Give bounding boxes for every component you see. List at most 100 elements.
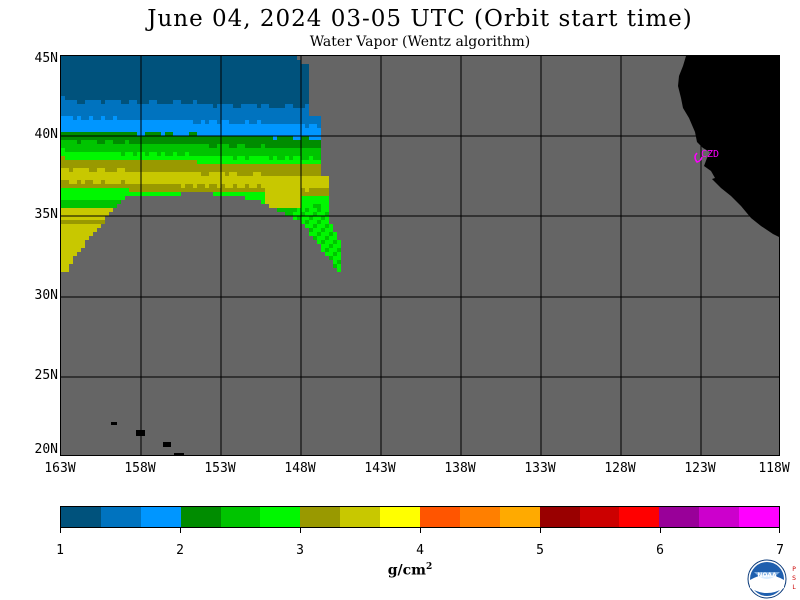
swath-cell <box>101 220 105 224</box>
swath-cell <box>261 164 265 168</box>
swath-cell <box>101 204 105 208</box>
swath-cell <box>281 100 285 104</box>
swath-cell <box>229 156 233 160</box>
swath-cell <box>177 172 181 176</box>
swath-cell <box>133 100 137 104</box>
swath-cell <box>237 120 241 124</box>
swath-cell <box>197 152 201 156</box>
swath-cell <box>217 76 221 80</box>
swath-cell <box>281 92 285 96</box>
swath-cell <box>61 144 65 148</box>
swath-cell <box>333 260 337 264</box>
swath-cell <box>285 108 289 112</box>
swath-cell <box>181 144 185 148</box>
swath-cell <box>241 64 245 68</box>
psl-letter-p: P <box>792 566 796 573</box>
swath-cell <box>301 96 305 100</box>
swath-cell <box>305 84 309 88</box>
swath-cell <box>61 108 65 112</box>
swath-cell <box>245 64 249 68</box>
swath-cell <box>157 164 161 168</box>
swath-cell <box>261 188 265 192</box>
swath-cell <box>205 92 209 96</box>
swath-cell <box>225 156 229 160</box>
swath-cell <box>277 196 281 200</box>
swath-cell <box>229 108 233 112</box>
swath-cell <box>221 144 225 148</box>
swath-cell <box>229 68 233 72</box>
swath-cell <box>261 92 265 96</box>
swath-cell <box>65 188 69 192</box>
swath-cell <box>293 216 297 220</box>
swath-cell <box>61 256 65 260</box>
swath-cell <box>329 236 333 240</box>
swath-cell <box>65 184 69 188</box>
swath-cell <box>233 148 237 152</box>
swath-cell <box>105 152 109 156</box>
swath-cell <box>177 80 181 84</box>
swath-cell <box>69 104 73 108</box>
swath-cell <box>289 152 293 156</box>
swath-cell <box>313 196 317 200</box>
swath-cell <box>277 180 281 184</box>
swath-cell <box>61 208 65 212</box>
swath-cell <box>241 100 245 104</box>
swath-cell <box>113 104 117 108</box>
swath-cell <box>253 136 257 140</box>
swath-cell <box>113 96 117 100</box>
swath-cell <box>109 104 113 108</box>
swath-cell <box>209 128 213 132</box>
swath-cell <box>73 196 77 200</box>
swath-cell <box>113 172 117 176</box>
swath-cell <box>109 76 113 80</box>
swath-cell <box>245 100 249 104</box>
swath-cell <box>153 72 157 76</box>
swath-cell <box>265 192 269 196</box>
swath-cell <box>157 144 161 148</box>
swath-cell <box>125 172 129 176</box>
swath-cell <box>77 88 81 92</box>
swath-cell <box>133 116 137 120</box>
swath-cell <box>69 148 73 152</box>
swath-cell <box>117 84 121 88</box>
swath-cell <box>245 144 249 148</box>
swath-cell <box>133 136 137 140</box>
swath-cell <box>113 100 117 104</box>
swath-cell <box>201 108 205 112</box>
swath-cell <box>77 172 81 176</box>
swath-cell <box>193 72 197 76</box>
swath-cell <box>233 144 237 148</box>
swath-cell <box>73 80 77 84</box>
swath-cell <box>125 184 129 188</box>
swath-cell <box>153 180 157 184</box>
colorbar-tick-label: 7 <box>776 543 784 558</box>
colorbar-tick <box>180 528 181 533</box>
swath-cell <box>253 152 257 156</box>
swath-cell <box>73 208 77 212</box>
swath-cell <box>205 64 209 68</box>
swath-cell <box>317 200 321 204</box>
swath-cell <box>145 164 149 168</box>
swath-cell <box>261 112 265 116</box>
swath-cell <box>125 108 129 112</box>
swath-cell <box>133 80 137 84</box>
swath-cell <box>257 196 261 200</box>
swath-cell <box>185 184 189 188</box>
swath-cell <box>197 96 201 100</box>
swath-cell <box>73 116 77 120</box>
swath-cell <box>121 176 125 180</box>
swath-cell <box>141 116 145 120</box>
swath-cell <box>101 68 105 72</box>
swath-cell <box>161 72 165 76</box>
swath-cell <box>325 196 329 200</box>
swath-cell <box>313 148 317 152</box>
swath-cell <box>141 108 145 112</box>
swath-cell <box>101 60 105 64</box>
swath-cell <box>197 172 201 176</box>
swath-cell <box>61 64 65 68</box>
swath-cell <box>249 120 253 124</box>
swath-cell <box>137 168 141 172</box>
swath-cell <box>101 56 105 60</box>
swath-cell <box>221 164 225 168</box>
swath-cell <box>149 100 153 104</box>
